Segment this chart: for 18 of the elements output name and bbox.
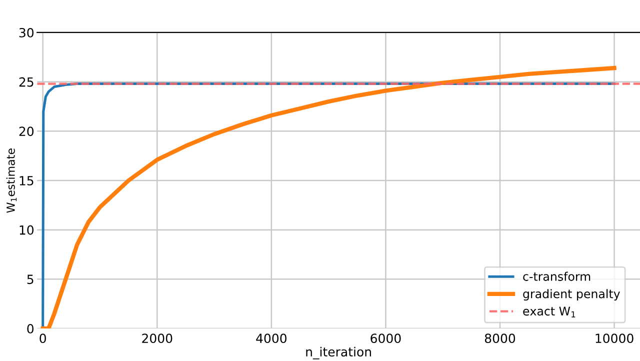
y-tick-label: 20 xyxy=(19,126,34,136)
y-tick-label: 10 xyxy=(20,225,34,235)
x-tick-label: 6000 xyxy=(370,334,401,344)
legend-label: c-transform xyxy=(523,272,590,281)
y-tick-label: 30 xyxy=(19,28,34,38)
y-axis-title: W$_{1}$estimate xyxy=(6,148,17,213)
x-tick-label: 2000 xyxy=(142,334,172,344)
x-tick-label: 8000 xyxy=(484,334,516,344)
legend-label: exact W$_{1}$ xyxy=(523,306,576,318)
y-tick-label: 15 xyxy=(20,176,34,186)
legend-label: gradient penalty xyxy=(523,289,620,301)
y-tick-label: 0 xyxy=(27,324,34,334)
y-tick-label: 5 xyxy=(27,274,34,284)
x-tick-label: 0 xyxy=(40,334,46,344)
x-tick-label: 4000 xyxy=(256,334,286,344)
x-axis-title: n_iteration xyxy=(306,346,371,360)
x-tick-label: 10000 xyxy=(596,334,634,344)
y-tick-label: 25 xyxy=(19,77,34,87)
